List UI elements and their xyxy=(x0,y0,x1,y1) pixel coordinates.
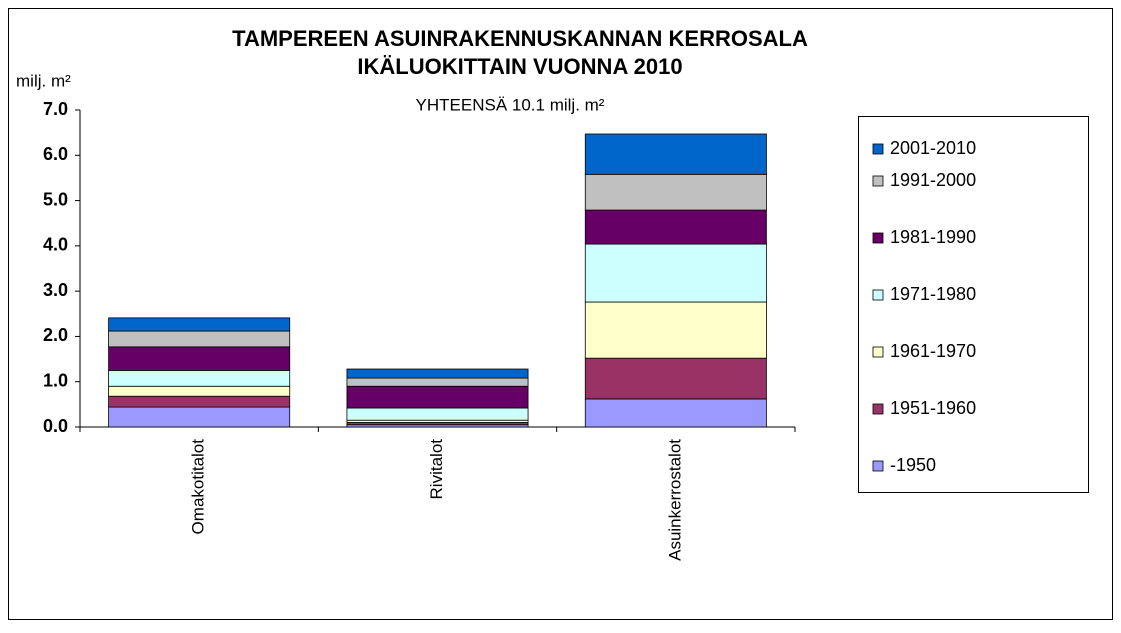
bar-segment xyxy=(584,173,767,211)
y-tick-label: 2.0 xyxy=(43,325,68,345)
legend-swatch xyxy=(872,143,884,155)
x-tick-label: Asuinkerrostalot xyxy=(665,439,684,561)
legend-swatch xyxy=(872,232,884,244)
bar-segment xyxy=(108,395,291,408)
y-tick-label: 1.0 xyxy=(43,370,68,390)
bar-segment xyxy=(108,317,291,332)
y-tick-label: 6.0 xyxy=(43,144,68,164)
legend-label: 2001-2010 xyxy=(890,138,976,158)
legend-label: 1971-1980 xyxy=(890,284,976,304)
legend-label: 1961-1970 xyxy=(890,341,976,361)
bar-segment xyxy=(584,357,767,400)
bar-segment xyxy=(108,330,291,348)
bar-segment xyxy=(108,385,291,397)
bar-segment xyxy=(346,407,529,421)
x-tick-label: Rivitalot xyxy=(427,439,446,500)
chart-title: TAMPEREEN ASUINRAKENNUSKANNAN KERROSALA xyxy=(232,26,808,51)
bar-segment xyxy=(584,301,767,359)
bar-segment xyxy=(584,243,767,303)
chart-title: IKÄLUOKITTAIN VUONNA 2010 xyxy=(357,54,682,79)
bar-segment xyxy=(346,377,529,387)
legend-swatch xyxy=(872,175,884,187)
y-axis-label: milj. m² xyxy=(16,71,71,90)
bar-segment xyxy=(108,406,291,428)
legend-label: 1951-1960 xyxy=(890,398,976,418)
legend-label: 1981-1990 xyxy=(890,227,976,247)
legend-swatch xyxy=(872,460,884,472)
y-tick-label: 5.0 xyxy=(43,189,68,209)
bar-segment xyxy=(108,346,291,371)
bar-segment xyxy=(584,398,767,428)
legend-label: 1991-2000 xyxy=(890,170,976,190)
y-tick-label: 7.0 xyxy=(43,99,68,119)
y-tick-label: 4.0 xyxy=(43,235,68,255)
bar-segment xyxy=(108,369,291,387)
subtitle: YHTEENSÄ 10.1 milj. m² xyxy=(416,95,605,114)
legend-swatch xyxy=(872,403,884,415)
bar-segment xyxy=(346,385,529,409)
y-tick-label: 0.0 xyxy=(43,416,68,436)
bar-segment xyxy=(584,133,767,175)
bar-segment xyxy=(346,368,529,379)
legend-swatch xyxy=(872,346,884,358)
y-tick-label: 3.0 xyxy=(43,280,68,300)
legend-label: -1950 xyxy=(890,455,936,475)
legend-swatch xyxy=(872,289,884,301)
legend-box xyxy=(858,116,1089,493)
x-tick-label: Omakotitalot xyxy=(189,439,208,535)
bar-segment xyxy=(584,209,767,245)
